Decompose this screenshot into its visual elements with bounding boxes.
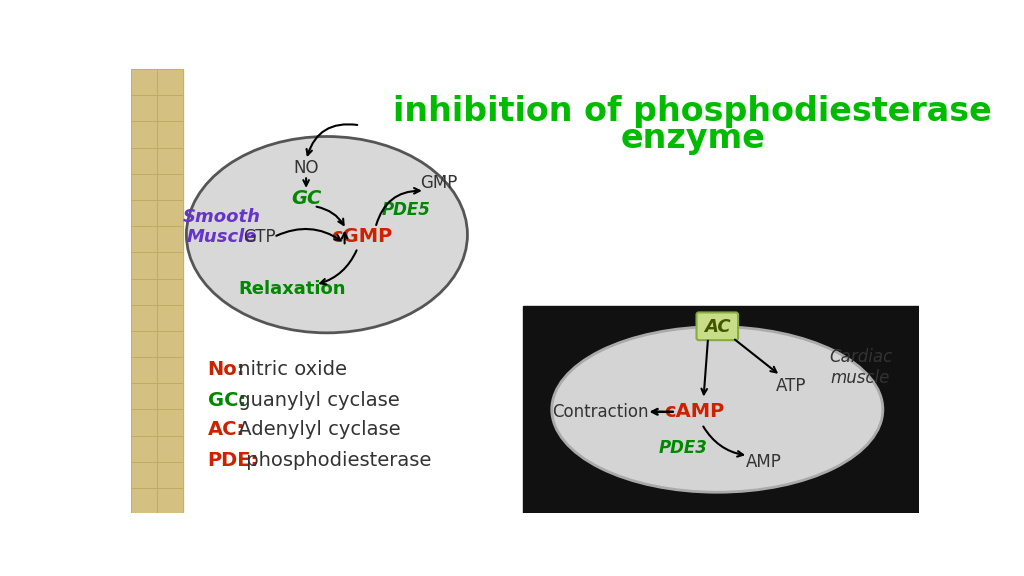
Bar [157,462,183,488]
Text: guanylyl cyclase: guanylyl cyclase [231,391,399,410]
Text: No:: No: [208,360,245,379]
Bar [157,331,183,357]
Text: PDE:: PDE: [208,451,259,470]
Bar [157,252,183,279]
Bar [131,383,157,410]
Text: AC: AC [703,318,730,336]
Text: AC:: AC: [208,420,245,439]
Bar [157,357,183,383]
Text: enzyme: enzyme [621,122,765,155]
Text: GTP: GTP [244,228,276,246]
Bar [157,410,183,435]
Bar [131,122,157,147]
Bar [157,174,183,200]
Bar [131,488,157,514]
Text: inhibition of phosphodiesterase: inhibition of phosphodiesterase [393,95,992,128]
Bar [157,200,183,226]
Text: NO: NO [293,158,318,177]
FancyBboxPatch shape [696,312,738,340]
Bar [131,410,157,435]
Text: cAMP: cAMP [665,402,724,421]
Bar [157,305,183,331]
Bar [157,122,183,147]
Bar [131,462,157,488]
Bar [157,226,183,252]
Bar [157,435,183,462]
Bar [157,514,183,540]
Bar [131,252,157,279]
Text: Relaxation: Relaxation [239,279,346,298]
Bar [131,435,157,462]
Bar [131,174,157,200]
Text: phosphodiesterase: phosphodiesterase [240,451,431,470]
Bar [131,357,157,383]
Bar [523,306,920,513]
Bar [131,226,157,252]
Text: GC: GC [291,189,322,208]
Bar [131,331,157,357]
Text: Cardiac
muscle: Cardiac muscle [828,348,892,387]
Bar [157,147,183,174]
Bar [131,514,157,540]
Bar [131,69,157,95]
Bar [157,69,183,95]
Text: Contraction: Contraction [552,403,648,421]
Bar [131,305,157,331]
Ellipse shape [552,327,883,492]
Text: nitric oxide: nitric oxide [231,360,347,379]
Text: Smooth
Muscle: Smooth Muscle [182,207,260,247]
Text: PDE3: PDE3 [659,439,708,457]
Text: cGMP: cGMP [331,228,392,247]
Bar [157,279,183,305]
Bar [131,69,183,513]
Bar [131,279,157,305]
Text: PDE5: PDE5 [382,201,431,219]
Text: ATP: ATP [776,377,807,395]
Text: Adenylyl cyclase: Adenylyl cyclase [231,420,400,439]
Bar [157,383,183,410]
Ellipse shape [186,137,467,333]
Text: AMP: AMP [745,453,781,471]
Bar [131,200,157,226]
Text: GMP: GMP [420,174,458,192]
Text: GC:: GC: [208,391,246,410]
Bar [131,147,157,174]
Bar [157,95,183,122]
Bar [157,488,183,514]
Bar [131,95,157,122]
